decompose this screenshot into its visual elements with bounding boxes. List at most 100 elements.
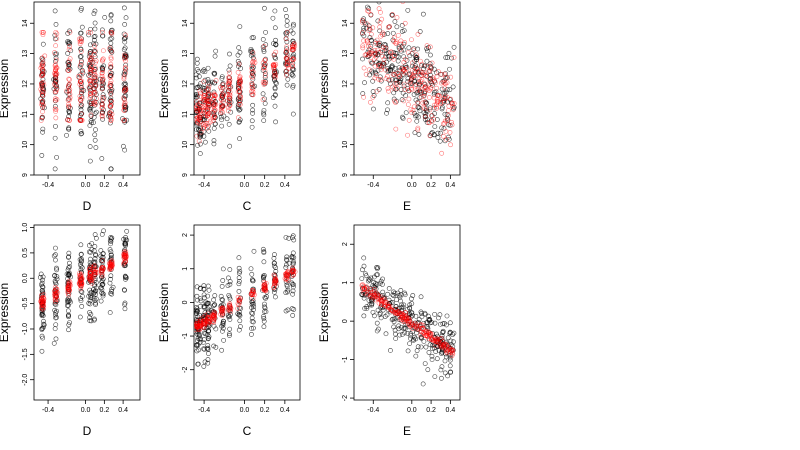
point-observed bbox=[366, 278, 371, 284]
point-observed bbox=[122, 80, 128, 86]
point-observed bbox=[87, 287, 93, 293]
point-fitted bbox=[65, 290, 71, 296]
point-fitted bbox=[89, 78, 95, 84]
point-observed bbox=[375, 265, 381, 270]
point-fitted bbox=[410, 107, 416, 113]
point-observed bbox=[99, 27, 105, 33]
point-observed bbox=[220, 278, 226, 283]
point-fitted bbox=[88, 112, 94, 118]
point-observed bbox=[87, 87, 93, 93]
point-fitted bbox=[391, 86, 397, 92]
point-fitted bbox=[409, 110, 415, 116]
point-observed bbox=[206, 287, 212, 293]
point-observed bbox=[108, 249, 114, 255]
point-fitted bbox=[227, 99, 232, 105]
point-fitted bbox=[79, 276, 85, 282]
point-fitted bbox=[417, 68, 423, 74]
point-observed bbox=[202, 359, 208, 365]
point-fitted bbox=[387, 303, 393, 309]
point-observed bbox=[262, 100, 268, 106]
point-observed bbox=[439, 125, 445, 131]
point-observed bbox=[109, 27, 115, 33]
point-fitted bbox=[79, 78, 84, 84]
point-fitted bbox=[107, 74, 113, 80]
point-observed bbox=[371, 313, 377, 319]
point-fitted bbox=[261, 287, 267, 292]
point-fitted bbox=[107, 103, 113, 108]
point-fitted bbox=[271, 52, 277, 58]
point-fitted bbox=[237, 75, 242, 81]
point-fitted bbox=[272, 70, 277, 76]
point-fitted bbox=[427, 133, 433, 138]
point-fitted bbox=[284, 276, 290, 282]
point-observed bbox=[249, 49, 255, 55]
point-fitted bbox=[443, 347, 448, 352]
point-observed bbox=[87, 301, 93, 307]
point-fitted bbox=[419, 94, 424, 100]
point-observed bbox=[93, 252, 99, 258]
point-fitted bbox=[220, 99, 226, 105]
point-observed bbox=[123, 276, 128, 282]
point-fitted bbox=[440, 343, 446, 349]
point-observed bbox=[123, 215, 127, 219]
y-tick-label: -2 bbox=[342, 395, 349, 401]
point-fitted bbox=[449, 122, 455, 128]
x-tick-label: 0.0 bbox=[240, 182, 250, 189]
point-observed bbox=[92, 8, 98, 14]
point-observed bbox=[250, 107, 255, 113]
point-observed bbox=[77, 64, 83, 70]
point-observed bbox=[194, 75, 199, 81]
point-fitted bbox=[383, 76, 389, 82]
point-fitted bbox=[100, 258, 106, 263]
point-fitted bbox=[408, 85, 414, 91]
point-observed bbox=[225, 312, 231, 318]
point-fitted bbox=[375, 47, 381, 53]
point-observed bbox=[65, 308, 71, 314]
point-observed bbox=[249, 124, 255, 130]
point-observed bbox=[93, 300, 98, 306]
point-observed bbox=[108, 40, 114, 46]
point-fitted bbox=[448, 142, 453, 148]
point-observed bbox=[197, 286, 203, 292]
point-observed bbox=[385, 291, 390, 297]
point-observed bbox=[409, 310, 414, 316]
y-tick-label: 9 bbox=[22, 173, 29, 177]
point-fitted bbox=[218, 86, 224, 92]
point-observed bbox=[40, 126, 46, 132]
point-observed bbox=[40, 41, 46, 47]
point-observed bbox=[219, 297, 225, 302]
point-observed bbox=[262, 309, 267, 314]
point-fitted bbox=[284, 29, 290, 35]
x-tick-label: 0.0 bbox=[81, 407, 91, 414]
point-observed bbox=[205, 357, 211, 362]
point-observed bbox=[194, 92, 199, 98]
point-observed bbox=[424, 48, 430, 54]
point-observed bbox=[109, 291, 115, 297]
point-observed bbox=[291, 237, 297, 243]
point-fitted bbox=[250, 291, 256, 297]
point-fitted bbox=[205, 86, 211, 91]
point-fitted bbox=[283, 36, 289, 42]
point-observed bbox=[422, 310, 428, 316]
point-fitted bbox=[99, 73, 105, 79]
point-observed bbox=[219, 76, 225, 81]
point-observed bbox=[205, 77, 211, 82]
point-fitted bbox=[395, 310, 401, 316]
point-observed bbox=[263, 309, 269, 315]
point-observed bbox=[237, 312, 242, 317]
point-observed bbox=[39, 311, 45, 317]
point-observed bbox=[447, 66, 452, 72]
point-fitted bbox=[121, 108, 127, 113]
point-fitted bbox=[67, 56, 73, 62]
point-fitted bbox=[225, 104, 231, 110]
point-fitted bbox=[284, 44, 290, 50]
point-observed bbox=[53, 123, 58, 129]
point-fitted bbox=[290, 63, 296, 69]
point-observed bbox=[272, 260, 277, 266]
point-observed bbox=[53, 55, 59, 61]
point-fitted bbox=[226, 305, 232, 310]
point-fitted bbox=[368, 289, 373, 295]
point-observed bbox=[389, 12, 395, 18]
point-fitted bbox=[359, 19, 365, 25]
point-fitted bbox=[423, 333, 428, 338]
